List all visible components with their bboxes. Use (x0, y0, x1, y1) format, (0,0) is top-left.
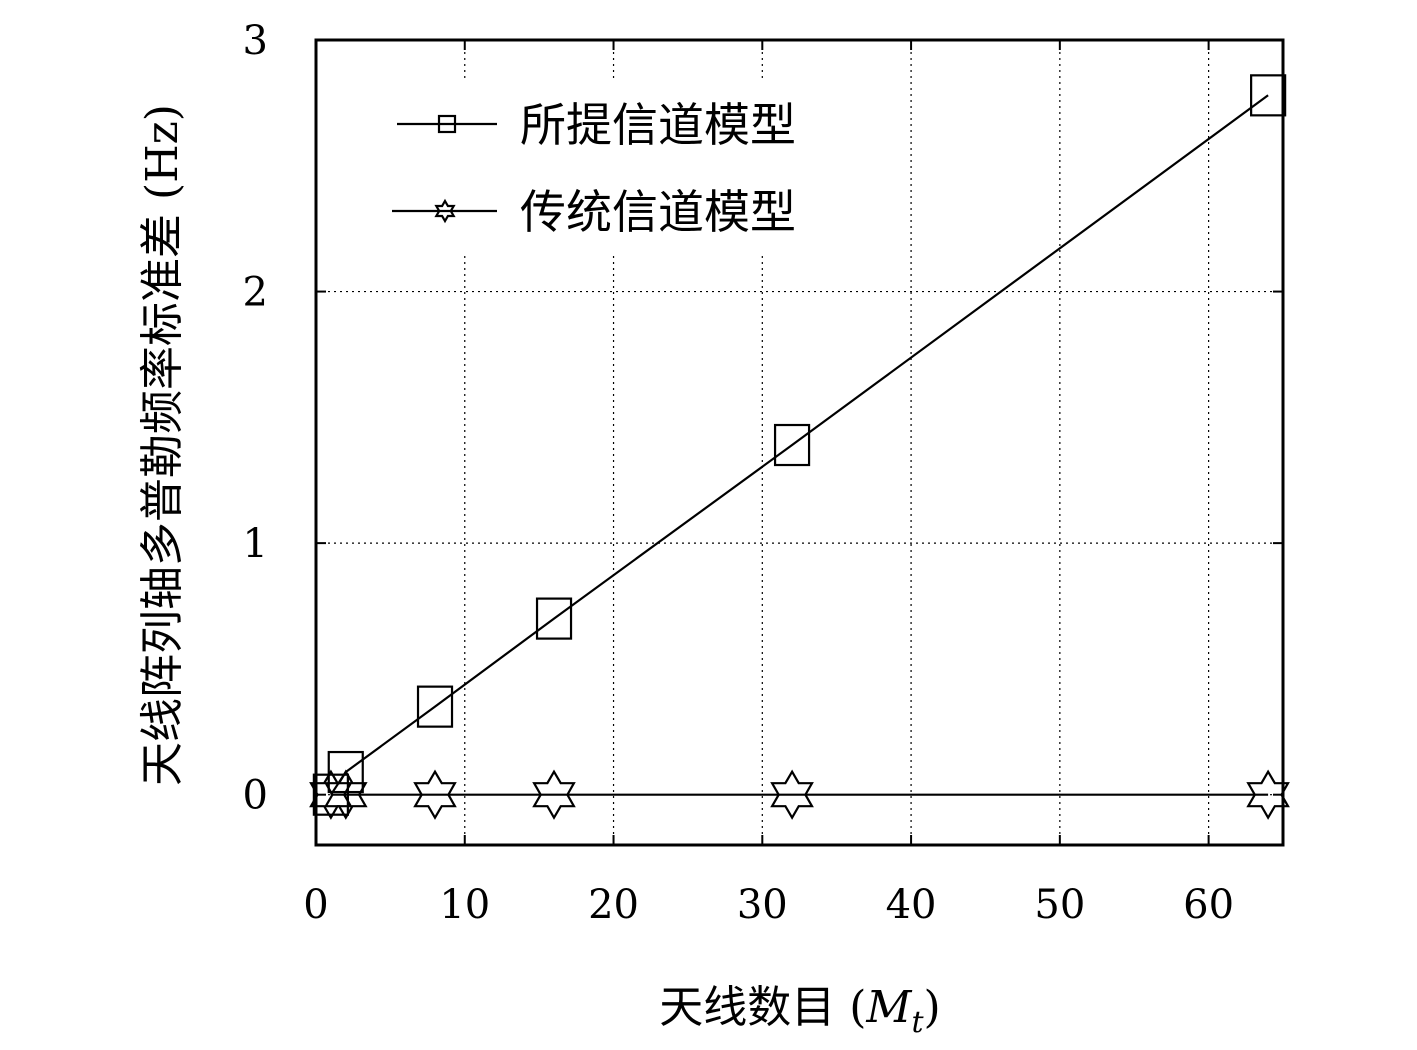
x-axis-title: 天线数目 (Mt) (659, 982, 940, 1040)
data-point-star (770, 769, 814, 820)
data-point-square (416, 685, 454, 728)
data-point-star (532, 769, 576, 820)
x-axis-title-sub: t (911, 1005, 924, 1040)
legend-label-traditional: 传统信道模型 (520, 185, 796, 239)
x-axis-title-var: M (865, 982, 912, 1033)
legend-marker-star (434, 198, 456, 224)
legend-background (385, 82, 875, 252)
x-axis-title-close: ) (924, 982, 941, 1033)
data-point-star (309, 769, 353, 820)
data-point-square (773, 423, 811, 467)
x-tick-label: 40 (886, 882, 937, 928)
x-tick-label: 0 (303, 882, 328, 928)
data-point-star (413, 769, 457, 820)
y-tick-label: 0 (243, 773, 268, 819)
plot-frame (314, 38, 1285, 847)
y-tick-label: 3 (243, 18, 268, 64)
x-tick-label: 10 (439, 882, 490, 928)
data-point-star (323, 769, 368, 820)
data-point-square (535, 597, 573, 640)
series-layer (309, 74, 1290, 820)
legend-label-proposed: 所提信道模型 (520, 98, 796, 152)
x-axis-title-main: 天线数目 ( (659, 982, 866, 1033)
x-tick-label: 30 (737, 882, 788, 928)
data-point-square (1250, 74, 1287, 117)
x-tick-label: 20 (588, 882, 639, 928)
y-axis-title: 天线阵列轴多普勒频率标准差 (Hz) (137, 104, 188, 786)
legend-marker-square (437, 114, 457, 134)
legend: 所提信道模型 传统信道模型 (385, 82, 875, 252)
x-tick-label: 50 (1034, 882, 1085, 928)
y-tick-label: 2 (243, 270, 268, 316)
x-tick-label: 60 (1183, 882, 1234, 928)
y-tick-label: 1 (243, 521, 268, 567)
tick-layer: 0 10 20 30 40 50 60 0 1 2 3 (243, 18, 1283, 928)
data-point-star (1246, 769, 1290, 820)
